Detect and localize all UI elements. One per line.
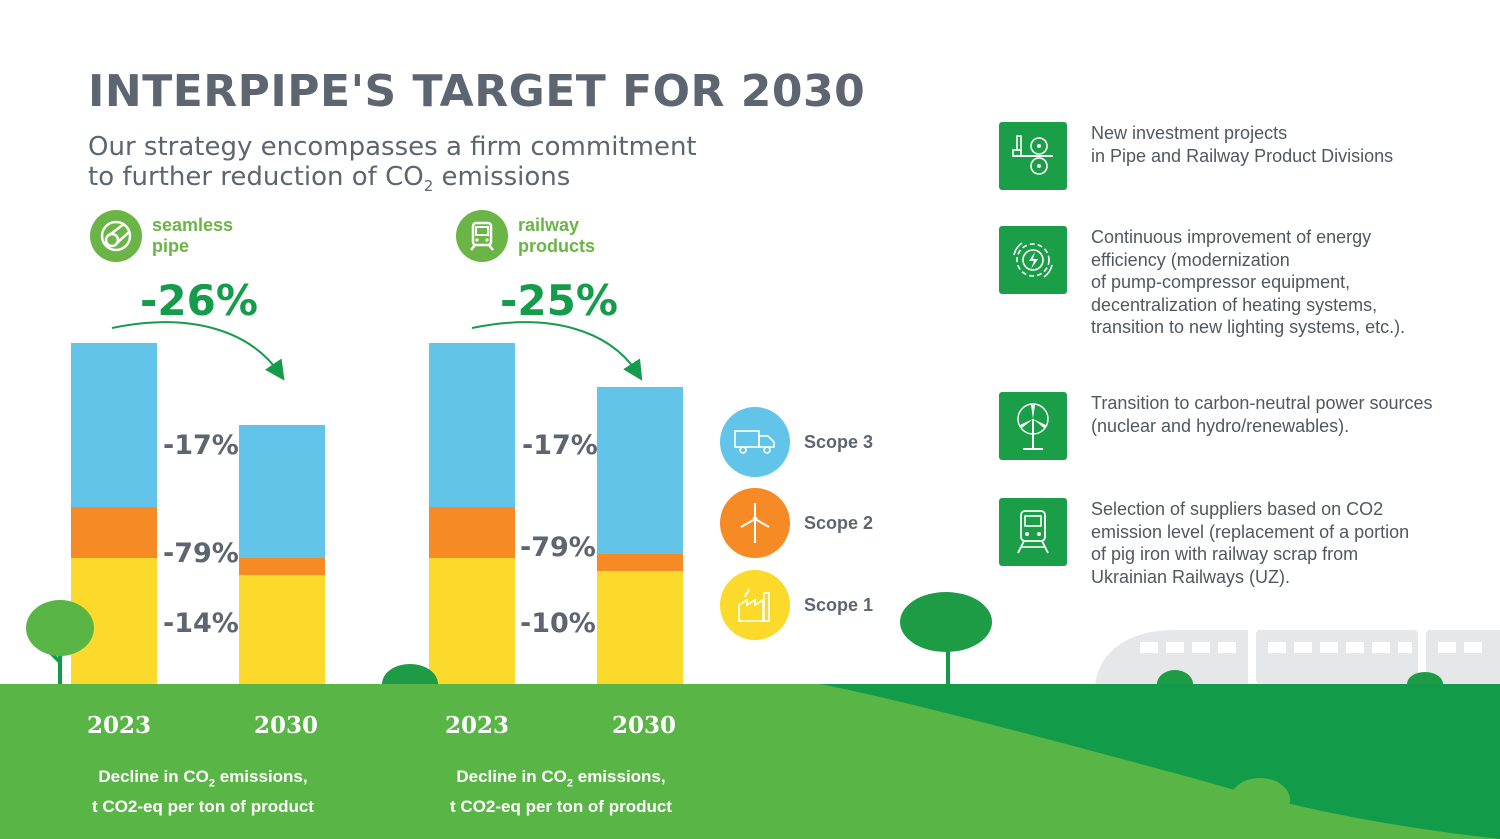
bar-segment-scope2 xyxy=(71,506,157,558)
subtitle-text-end: emissions xyxy=(433,162,571,192)
initiative-text: Continuous improvement of energy efficie… xyxy=(1091,226,1491,339)
foreground-bushes xyxy=(1198,778,1290,822)
initiative-line: Transition to carbon-neutral power sourc… xyxy=(1091,393,1433,413)
rolling-mill-icon xyxy=(999,122,1067,190)
caption-text-end: emissions, xyxy=(215,767,308,786)
initiative-line: of pig iron with railway scrap from xyxy=(1091,544,1359,564)
bar-segment-scope1 xyxy=(239,574,325,684)
initiative-text: Selection of suppliers based on CO2 emis… xyxy=(1091,498,1491,588)
initiative-line: Selection of suppliers based on CO2 xyxy=(1091,499,1384,519)
caption-seamless: Decline in CO2 emissions, t CO2-eq per t… xyxy=(63,765,343,818)
subtitle-line-1: Our strategy encompasses a firm commitme… xyxy=(88,132,697,162)
legend-label: Scope 2 xyxy=(804,512,874,533)
bar-segment-scope1 xyxy=(429,557,515,684)
arrow-seamless xyxy=(111,321,285,381)
bar-railway-2030 xyxy=(597,387,683,684)
total-change-railway: -25% xyxy=(500,276,618,325)
energy-gear-icon xyxy=(999,226,1067,294)
truck-icon xyxy=(720,407,790,477)
category-label: railway products xyxy=(518,215,628,257)
initiative-power-sources: Transition to carbon-neutral power sourc… xyxy=(999,392,1433,460)
year-label-seamless-2023: 2023 xyxy=(87,712,152,739)
initiative-line: emission level (replacement of a portion xyxy=(1091,521,1410,542)
year-label-railway-2030: 2030 xyxy=(612,712,677,739)
legend-scope3: Scope 3 xyxy=(720,407,873,477)
train-icon xyxy=(456,210,508,262)
bar-segment-scope2 xyxy=(597,554,683,572)
arrow-railway xyxy=(471,321,643,381)
initiative-suppliers: Selection of suppliers based on CO2 emis… xyxy=(999,498,1409,587)
caption-railway: Decline in CO2 emissions, t CO2-eq per t… xyxy=(421,765,701,818)
bar-segment-scope3 xyxy=(597,387,683,555)
caption-text: Decline in CO xyxy=(98,767,209,786)
caption-line-1: Decline in CO2 emissions, xyxy=(421,765,701,795)
bar-seamless-2030 xyxy=(239,424,325,684)
year-label-seamless-2030: 2030 xyxy=(254,712,319,739)
wind-turbine-icon xyxy=(720,488,790,558)
initiative-line: Ukrainian Railways (UZ). xyxy=(1091,566,1291,587)
bar-segment-scope3 xyxy=(239,424,325,558)
initiative-line: efficiency (modernization xyxy=(1091,249,1290,270)
category-label-line: pipe xyxy=(152,236,190,256)
scope1-change-railway: -10% xyxy=(520,608,596,639)
initiative-line: in Pipe and Railway Product Divisions xyxy=(1091,145,1394,166)
caption-line-1: Decline in CO2 emissions, xyxy=(63,765,343,795)
scope3-change-seamless: -17% xyxy=(163,430,239,461)
category-label-line: seamless xyxy=(152,215,234,235)
caption-sub: 2 xyxy=(566,777,574,790)
page-title: INTERPIPE'S TARGET FOR 2030 xyxy=(88,66,866,117)
tree-left xyxy=(26,600,94,684)
legend-scope1: Scope 1 xyxy=(720,570,873,640)
scope2-change-seamless: -79% xyxy=(163,538,239,569)
bar-segment-scope3 xyxy=(429,343,515,507)
bar-segment-scope2 xyxy=(239,557,325,575)
initiative-line: transition to new lighting systems, etc.… xyxy=(1091,317,1406,337)
initiative-line: of pump-compressor equipment, xyxy=(1091,272,1351,292)
category-railway-products: railway products xyxy=(456,210,628,262)
caption-sub: 2 xyxy=(208,777,216,790)
ground-light xyxy=(0,684,1500,839)
category-label: seamless pipe xyxy=(152,215,262,257)
initiative-investment: New investment projects in Pipe and Rail… xyxy=(999,122,1393,190)
initiative-line: (nuclear and hydro/renewables). xyxy=(1091,415,1350,436)
legend-scope2: Scope 2 xyxy=(720,488,873,558)
year-label-railway-2023: 2023 xyxy=(445,712,510,739)
tree-middle xyxy=(900,592,992,684)
legend-label: Scope 3 xyxy=(804,431,874,452)
train-icon xyxy=(999,498,1067,566)
category-label-line: railway xyxy=(518,215,580,235)
caption-line-2: t CO2-eq per ton of product xyxy=(92,797,314,817)
scope3-change-railway: -17% xyxy=(522,430,598,461)
subtitle-line-2: to further reduction of CO2 emissions xyxy=(88,162,697,201)
category-seamless-pipe: seamless pipe xyxy=(90,210,262,262)
bar-segment-scope2 xyxy=(429,506,515,558)
initiative-text: Transition to carbon-neutral power sourc… xyxy=(1091,392,1491,437)
category-label-line: products xyxy=(518,236,596,256)
initiative-line: Continuous improvement of energy xyxy=(1091,227,1372,247)
initiative-line: decentralization of heating systems, xyxy=(1091,294,1378,315)
bar-railway-2023 xyxy=(429,343,515,684)
subtitle-text: to further reduction of CO xyxy=(88,162,424,192)
page-subtitle: Our strategy encompasses a firm commitme… xyxy=(88,132,697,201)
legend-label: Scope 1 xyxy=(804,594,874,615)
factory-icon xyxy=(720,570,790,640)
train-silhouette xyxy=(1095,630,1500,684)
initiative-energy-efficiency: Continuous improvement of energy efficie… xyxy=(999,226,1405,337)
scope2-change-railway: -79% xyxy=(520,532,596,563)
bar-segment-scope3 xyxy=(71,343,157,507)
caption-text-end: emissions, xyxy=(573,767,666,786)
total-change-seamless: -26% xyxy=(140,276,258,325)
subtitle-sub: 2 xyxy=(423,177,434,196)
caption-line-2: t CO2-eq per ton of product xyxy=(450,797,672,817)
bar-segment-scope1 xyxy=(597,571,683,684)
wind-turbine-icon xyxy=(999,392,1067,460)
pipe-roll-icon xyxy=(90,210,142,262)
caption-text: Decline in CO xyxy=(456,767,567,786)
initiative-text: New investment projects in Pipe and Rail… xyxy=(1091,122,1491,167)
train-windows xyxy=(1140,642,1482,653)
initiative-line: New investment projects xyxy=(1091,123,1288,143)
scope1-change-seamless: -14% xyxy=(163,608,239,639)
